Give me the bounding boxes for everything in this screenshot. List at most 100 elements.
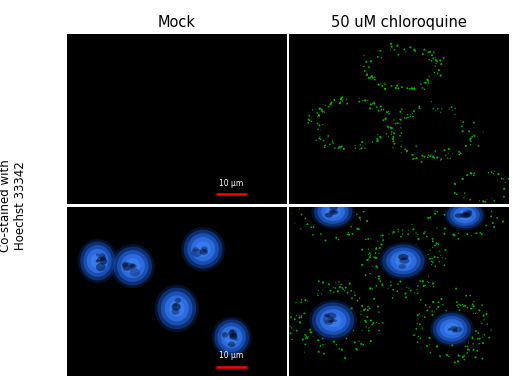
Point [316,133,324,139]
Point [326,141,334,147]
Point [469,303,478,309]
Point [376,135,384,141]
Ellipse shape [324,320,333,325]
Point [369,101,377,107]
Point [442,152,450,158]
Point [468,134,476,140]
Point [398,287,406,293]
Point [487,214,495,220]
Ellipse shape [122,262,133,271]
Point [374,303,382,309]
Point [448,342,456,348]
Ellipse shape [440,319,464,339]
Point [461,303,469,309]
Point [478,302,486,308]
Point [297,226,305,232]
Ellipse shape [452,329,457,332]
Point [326,97,335,103]
Point [406,111,414,117]
Point [390,130,398,136]
Point [467,136,475,142]
Point [408,221,416,227]
Point [397,149,406,155]
Point [389,136,397,142]
Point [390,141,398,147]
Point [373,320,381,326]
Point [301,341,309,347]
Point [468,334,476,340]
Point [463,231,471,237]
Point [401,146,409,152]
Text: Co-stained with
Hoechst 33342: Co-stained with Hoechst 33342 [0,159,27,252]
Point [458,302,467,308]
Point [400,46,409,52]
Ellipse shape [212,317,251,358]
Point [455,307,464,313]
Point [430,254,438,260]
Point [369,139,377,145]
Point [330,339,338,345]
Point [378,83,387,89]
Point [455,149,464,155]
Point [315,113,323,119]
Point [459,176,467,182]
Point [372,319,380,325]
Point [315,112,323,118]
Point [429,299,437,305]
Point [288,336,296,342]
Ellipse shape [329,205,338,210]
Point [433,225,441,231]
Point [432,60,440,66]
Point [319,336,327,342]
Point [451,181,459,187]
Point [389,295,397,301]
Point [301,349,309,355]
Point [393,83,401,89]
Point [364,97,372,103]
Point [499,218,507,225]
Ellipse shape [217,323,246,352]
Point [330,289,338,295]
Point [433,155,442,161]
Point [315,106,323,112]
Point [473,336,482,342]
Point [373,264,381,270]
Point [334,96,342,102]
Point [414,290,422,296]
Point [416,336,424,342]
Point [387,282,395,288]
Point [290,316,299,322]
Point [398,227,407,233]
Point [468,306,476,312]
Point [338,347,346,353]
Point [397,117,405,123]
Point [365,340,374,346]
Point [426,335,434,341]
Point [431,242,439,248]
Point [374,108,382,114]
Point [382,116,390,122]
Point [404,231,412,238]
Point [425,57,433,63]
Point [365,325,373,331]
Point [361,141,370,147]
Point [384,109,393,115]
Point [376,103,384,109]
Point [458,176,467,182]
Point [403,85,412,91]
Point [426,304,434,310]
Point [453,299,461,305]
Ellipse shape [382,245,425,277]
Point [412,143,420,149]
Point [320,351,328,357]
Point [501,179,509,185]
Ellipse shape [309,300,357,340]
Point [400,115,409,121]
Point [450,232,458,238]
Point [329,140,337,146]
Point [500,186,508,192]
Point [408,86,416,92]
Point [319,287,327,293]
Point [368,72,376,78]
Point [365,64,373,70]
